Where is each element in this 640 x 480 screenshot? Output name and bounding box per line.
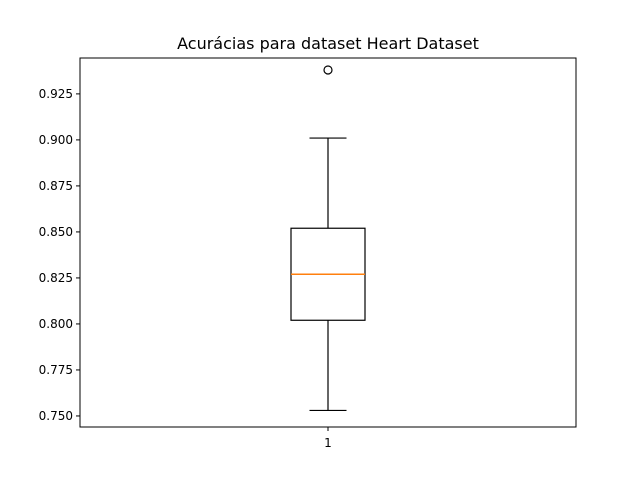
y-tick-label: 0.800 [39,317,73,331]
plot-area: 0.750 0.775 0.800 0.825 0.850 0.875 0.900 0.925… [39,57,577,450]
outlier-point [323,65,333,75]
chart-title: Acurácias para dataset Heart Dataset [177,34,479,53]
axes-frame [79,57,577,428]
y-tick-label: 0.875 [39,179,73,193]
y-tick-label: 0.850 [39,225,73,239]
y-tick-label: 0.775 [39,363,73,377]
y-tick-label: 0.825 [39,271,73,285]
y-tick-label: 0.900 [39,133,73,147]
x-tick-label: 1 [324,436,332,450]
y-tick-label: 0.750 [39,409,73,423]
y-tick-label: 0.925 [39,87,73,101]
